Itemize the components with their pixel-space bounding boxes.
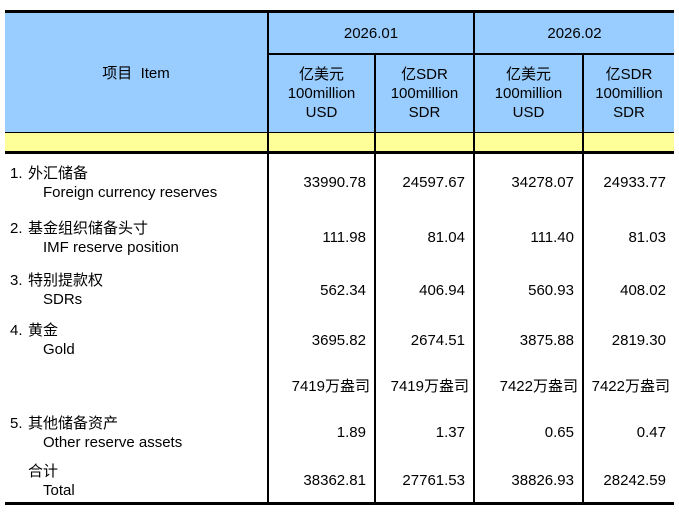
row-number: 5. [10, 414, 23, 432]
yellow-band-cell [582, 132, 674, 151]
value-cell: 406.94 [374, 264, 473, 316]
table-row-gold-ounces: 7419万盎司 7419万盎司 7422万盎司 7422万盎司 [5, 364, 674, 406]
row-label-zh-line: 1. 外汇储备 [5, 164, 267, 183]
period-header-2026-01: 2026.01 [267, 13, 473, 55]
item-column-header: 项目 Item [102, 65, 170, 82]
value-cell: 7422万盎司 [582, 364, 674, 406]
table-row-gold: 4. 黄金 Gold 3695.82 2674.51 3875.88 2819.3… [5, 316, 674, 364]
row-label-en: Foreign currency reserves [43, 183, 218, 201]
row-number: 3. [10, 272, 23, 289]
row-label-zh-line: 3. 特别提款权 [5, 271, 267, 290]
row-item-label: 1. 外汇储备 Foreign currency reserves [5, 154, 267, 211]
value-cell: 0.47 [582, 406, 674, 459]
row-label-zh-line: 合计 [5, 462, 267, 481]
value-cell: 34278.07 [473, 154, 582, 211]
row-label-zh: 特别提款权 [28, 272, 104, 289]
yellow-band-cell [267, 132, 374, 151]
value-cell: 24933.77 [582, 154, 674, 211]
table-row-sdrs: 3. 特别提款权 SDRs 562.34 406.94 560.93 408.02 [5, 264, 674, 316]
table-row-total: 合计 Total 38362.81 27761.53 38826.93 2824… [5, 459, 674, 502]
row-label-zh: 外汇储备 [28, 164, 89, 182]
value-cell: 2674.51 [374, 316, 473, 364]
value-cell: 81.03 [582, 211, 674, 264]
unit-header-sdr-2: 亿SDR 100million SDR [582, 55, 674, 132]
unit-header-sdr-1: 亿SDR 100million SDR [374, 55, 473, 132]
row-label-en: IMF reserve position [43, 238, 179, 256]
value-cell: 2819.30 [582, 316, 674, 364]
value-cell: 27761.53 [374, 459, 473, 502]
value-cell: 3875.88 [473, 316, 582, 364]
yellow-band-cell [473, 132, 582, 151]
value-cell: 111.40 [473, 211, 582, 264]
row-label-en: SDRs [43, 291, 83, 308]
row-label-zh-line: 5. 其他储备资产 [5, 414, 267, 433]
table-row-other-reserve-assets: 5. 其他储备资产 Other reserve assets 1.89 1.37 … [5, 406, 674, 459]
value-cell: 24597.67 [374, 154, 473, 211]
value-cell: 560.93 [473, 264, 582, 316]
row-label-en: Gold [43, 341, 75, 358]
yellow-band-cell [374, 132, 473, 151]
value-cell: 7422万盎司 [473, 364, 582, 406]
table-body: 1. 外汇储备 Foreign currency reserves 33990.7… [5, 154, 674, 505]
row-item-label: 合计 Total [5, 459, 267, 502]
row-label-en: Other reserve assets [43, 433, 183, 451]
value-cell: 7419万盎司 [267, 364, 374, 406]
row-label-zh-line: 4. 黄金 [5, 321, 267, 340]
value-cell: 33990.78 [267, 154, 374, 211]
table-row-foreign-currency-reserves: 1. 外汇储备 Foreign currency reserves 33990.7… [5, 154, 674, 211]
row-label-zh-line [5, 376, 267, 395]
value-cell: 38362.81 [267, 459, 374, 502]
row-number: 4. [10, 322, 23, 339]
value-cell: 0.65 [473, 406, 582, 459]
value-cell: 38826.93 [473, 459, 582, 502]
row-label-zh-line: 2. 基金组织储备头寸 [5, 219, 267, 238]
row-item-label: 3. 特别提款权 SDRs [5, 264, 267, 316]
row-label-zh: 黄金 [28, 322, 59, 339]
row-label-en: Total [43, 481, 75, 499]
value-cell: 28242.59 [582, 459, 674, 502]
row-number: 1. [10, 164, 23, 182]
row-item-label: 2. 基金组织储备头寸 IMF reserve position [5, 211, 267, 264]
row-item-label [5, 364, 267, 406]
row-item-label: 4. 黄金 Gold [5, 316, 267, 364]
row-number: 2. [10, 219, 23, 237]
unit-header-usd-1: 亿美元 100million USD [267, 55, 374, 132]
row-item-label: 5. 其他储备资产 Other reserve assets [5, 406, 267, 459]
period-header-2026-02: 2026.02 [473, 13, 674, 55]
value-cell: 562.34 [267, 264, 374, 316]
value-cell: 111.98 [267, 211, 374, 264]
unit-header-usd-2: 亿美元 100million USD [473, 55, 582, 132]
table-header: 项目 Item 2026.01 2026.02 亿美元 100million U… [5, 10, 674, 154]
value-cell: 1.37 [374, 406, 473, 459]
row-label-zh: 合计 [28, 462, 59, 480]
yellow-band-cell [5, 132, 267, 151]
row-label-zh: 其他储备资产 [28, 414, 119, 432]
row-label-zh: 基金组织储备头寸 [28, 219, 149, 237]
value-cell: 1.89 [267, 406, 374, 459]
reserves-table: 项目 Item 2026.01 2026.02 亿美元 100million U… [5, 10, 674, 505]
value-cell: 3695.82 [267, 316, 374, 364]
table-row-imf-reserve-position: 2. 基金组织储备头寸 IMF reserve position 111.98 8… [5, 211, 674, 264]
value-cell: 7419万盎司 [374, 364, 473, 406]
value-cell: 408.02 [582, 264, 674, 316]
value-cell: 81.04 [374, 211, 473, 264]
